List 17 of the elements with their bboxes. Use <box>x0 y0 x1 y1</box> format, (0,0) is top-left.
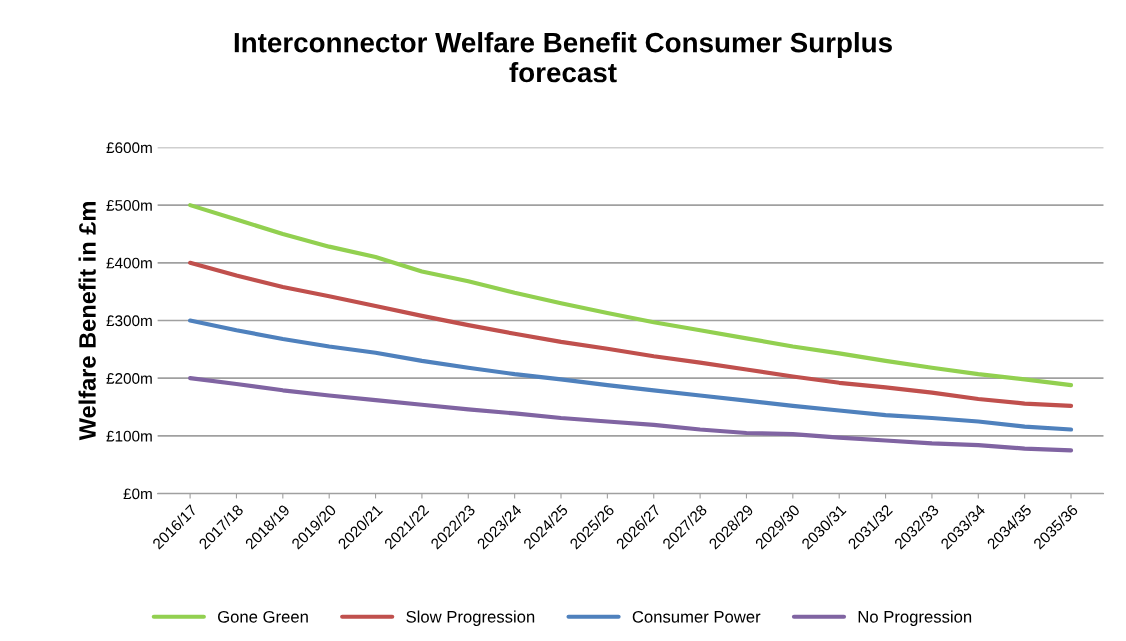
y-tick-label: £400m <box>106 257 152 269</box>
chart-title: Interconnector Welfare Benefit Consumer Surplus forecast <box>234 32 892 83</box>
legend-label: Consumer Power <box>632 610 761 623</box>
legend-label: Gone Green <box>218 610 308 623</box>
legend-label: No Progression <box>858 610 972 626</box>
y-tick-label: £300m <box>106 315 152 327</box>
line-series <box>188 318 1074 432</box>
legend-label: Slow Progression <box>406 610 535 626</box>
y-tick-label: £600m <box>106 142 152 154</box>
y-tick-label: £200m <box>106 373 152 384</box>
y-tick-label: £0m <box>123 488 152 500</box>
line-series <box>188 203 1074 388</box>
line-series <box>188 260 1074 408</box>
y-axis-title: Welfare Benefit in £m <box>78 202 96 441</box>
line-series <box>188 376 1074 453</box>
y-tick-label: £100m <box>106 430 152 442</box>
y-tick-label: £500m <box>106 199 152 211</box>
